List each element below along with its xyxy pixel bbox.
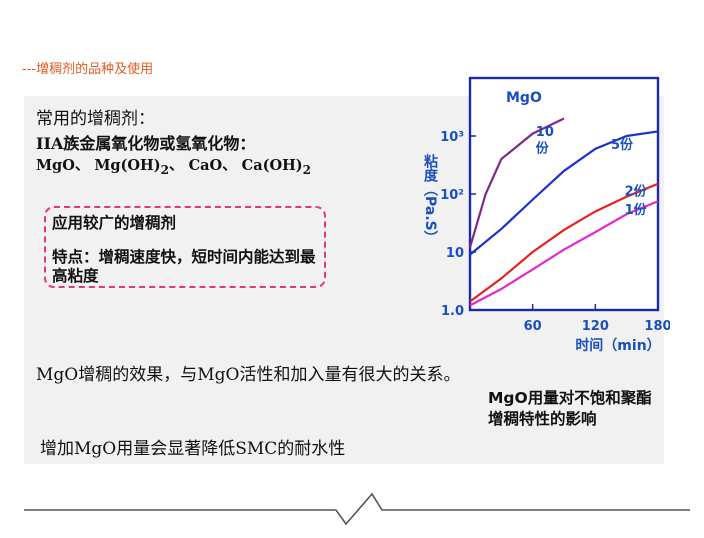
callout-box bbox=[44, 206, 326, 288]
chart-title: MgO bbox=[506, 90, 542, 106]
series-label-10-unit: 份 bbox=[536, 140, 550, 156]
callout-body: 特点：增稠速度快，短时间内能达到最高粘度 bbox=[52, 248, 316, 285]
x-tick-label: 180 bbox=[644, 319, 670, 334]
footer-divider bbox=[24, 492, 690, 526]
series-label-10-num: 10 bbox=[536, 125, 554, 140]
common-thickeners-heading: 常用的增稠剂： bbox=[36, 109, 155, 129]
y-tick-label: 10 bbox=[446, 246, 464, 261]
series-label-5: 5份 bbox=[611, 137, 634, 153]
formula-part: MgO、 Mg(OH) bbox=[36, 157, 161, 174]
water-resistance-text: 增加MgO用量会显著降低SMC的耐水性 bbox=[40, 439, 346, 459]
y-axis-label: 粘度（Pa.S） bbox=[422, 153, 439, 244]
plot-frame bbox=[468, 76, 660, 312]
effect-text: MgO增稠的效果，与MgO活性和加入量有很大的关系。 bbox=[36, 365, 461, 385]
callout-title: 应用较广的增稠剂 bbox=[52, 214, 177, 232]
y-tick-label: 10³ bbox=[440, 130, 464, 145]
formula-subscript: 2 bbox=[302, 162, 312, 177]
thickener-formulas: MgO、 Mg(OH)2、 CaO、 Ca(OH)2 bbox=[36, 154, 311, 177]
footer-line-shape bbox=[24, 492, 690, 526]
chart-caption: MgO用量对不饱和聚酯增稠特性的影响 bbox=[488, 389, 652, 428]
series-label-1: 1份 bbox=[625, 202, 648, 218]
y-tick-label: 10² bbox=[440, 188, 464, 203]
section-title: ---增稠剂的品种及使用 bbox=[22, 62, 154, 77]
oxide-category: IIA族金属氧化物或氢氧化物： bbox=[36, 134, 256, 153]
formula-part: 、 CaO、 Ca(OH) bbox=[169, 157, 303, 174]
y-tick-label: 1.0 bbox=[441, 304, 464, 319]
x-tick-label: 120 bbox=[582, 319, 609, 334]
series-label-2: 2份 bbox=[625, 183, 648, 199]
formula-subscript: 2 bbox=[160, 162, 170, 177]
x-tick-label: 60 bbox=[524, 319, 542, 334]
x-axis-label: 时间（min） bbox=[575, 337, 660, 354]
